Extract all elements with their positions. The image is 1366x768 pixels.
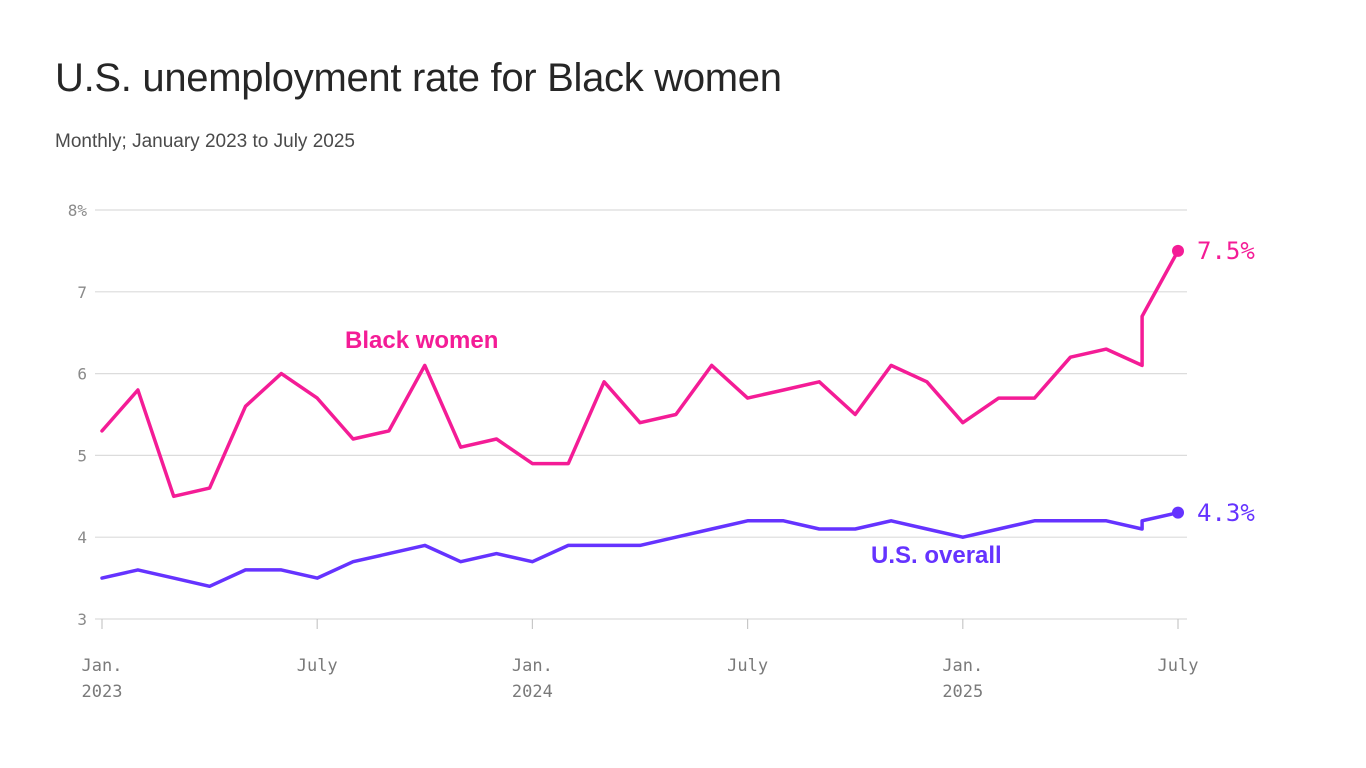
x-tick-year-label: 2023	[82, 682, 123, 702]
y-tick-label: 3	[77, 610, 87, 629]
chart-title: U.S. unemployment rate for Black women	[55, 56, 782, 100]
series-label-us-overall: U.S. overall	[871, 542, 1002, 569]
series-line-us_overall	[100, 510, 1180, 589]
end-point-us_overall	[1172, 506, 1184, 519]
series-lines	[100, 244, 1184, 589]
y-tick-label: 6	[77, 365, 87, 384]
y-tick-label: 8%	[68, 201, 88, 220]
y-gridlines	[95, 209, 1187, 620]
end-point-black_women	[1172, 244, 1184, 257]
x-tick-label: Jan.	[942, 656, 983, 676]
x-tick-year-label: 2025	[942, 682, 983, 702]
y-tick-label: 5	[77, 446, 87, 465]
y-tick-label: 7	[77, 283, 87, 302]
series-label-black-women: Black women	[345, 327, 498, 354]
end-value-black-women: 7.5%	[1197, 237, 1255, 265]
series-line-black_women	[100, 249, 1180, 499]
x-tick-label: July	[727, 656, 768, 676]
y-tick-labels: 3 4 5 6 7 8%	[68, 201, 88, 629]
x-tick-label: July	[1158, 656, 1199, 676]
x-tick-label: July	[297, 656, 338, 676]
x-tick-label: Jan.	[512, 656, 553, 676]
x-tick-year-label: 2024	[512, 682, 553, 702]
x-tick-label: Jan.	[82, 656, 123, 676]
x-axis: Jan. 2023 July Jan. 2024 July Jan. 2025 July	[82, 619, 1199, 702]
chart-subtitle: Monthly; January 2023 to July 2025	[55, 131, 355, 152]
end-value-us-overall: 4.3%	[1197, 499, 1255, 527]
y-tick-label: 4	[77, 528, 87, 547]
